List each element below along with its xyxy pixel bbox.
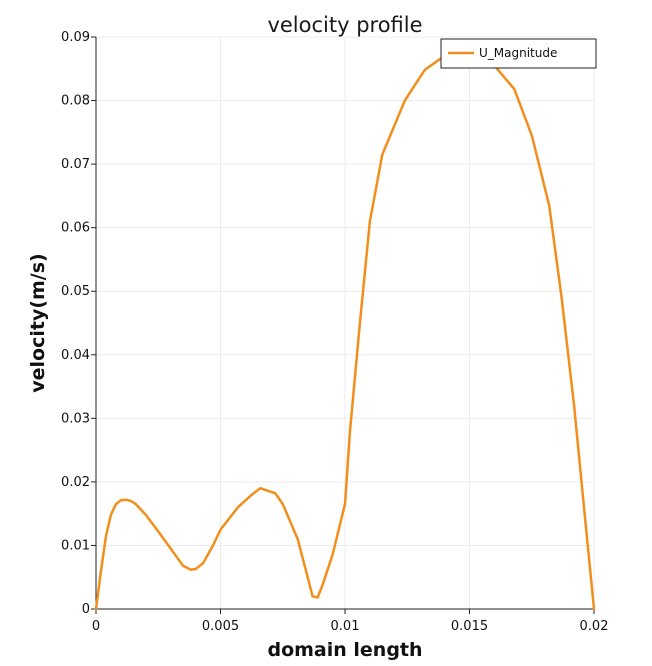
y-tick-label-2: 0.02 bbox=[61, 475, 90, 490]
x-tick-label-0: 0 bbox=[92, 619, 100, 634]
axis-ticks: 0 0.005 0.01 0.015 0.02 0 0.01 0.02 0.03 0.04 0.05… bbox=[61, 30, 608, 634]
x-axis-label: domain length bbox=[267, 639, 422, 661]
y-tick-label-6: 0.06 bbox=[61, 221, 90, 236]
y-tick-label-9: 0.09 bbox=[61, 30, 90, 45]
chart-title: velocity profile bbox=[267, 13, 422, 37]
y-tick-label-5: 0.05 bbox=[61, 284, 90, 299]
legend-label-u-magnitude: U_Magnitude bbox=[479, 46, 557, 60]
y-tick-label-4: 0.04 bbox=[61, 348, 90, 363]
y-axis-label: velocity(m/s) bbox=[27, 253, 49, 393]
x-tick-label-1: 0.005 bbox=[202, 619, 239, 634]
y-tick-label-0: 0 bbox=[82, 602, 90, 617]
y-tick-label-1: 0.01 bbox=[61, 538, 90, 553]
grid-lines bbox=[96, 36, 595, 609]
y-tick-label-8: 0.08 bbox=[61, 94, 90, 109]
x-tick-label-2: 0.01 bbox=[331, 619, 360, 634]
y-tick-label-3: 0.03 bbox=[61, 411, 90, 426]
x-tick-label-3: 0.015 bbox=[451, 619, 488, 634]
y-tick-label-7: 0.07 bbox=[61, 157, 90, 172]
x-tick-label-4: 0.02 bbox=[580, 619, 609, 634]
legend: U_Magnitude bbox=[440, 38, 597, 69]
